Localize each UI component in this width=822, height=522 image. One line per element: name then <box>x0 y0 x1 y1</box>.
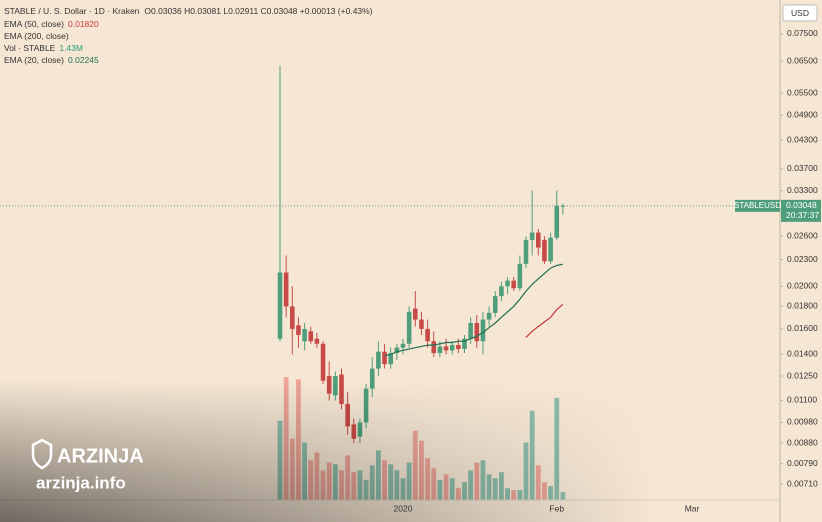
candle-body <box>486 312 492 320</box>
price-tag <box>781 199 821 222</box>
legend-volume: Vol · STABLE 1.43M <box>4 43 83 53</box>
candle-body <box>382 351 387 365</box>
legend-label: Vol · STABLE <box>4 43 56 53</box>
currency: USD <box>791 8 809 18</box>
candle-body <box>431 341 437 354</box>
countdown: 20:37:37 <box>786 210 819 220</box>
candle-body <box>413 308 418 320</box>
y-tick-label: 0.04300 <box>787 134 818 144</box>
y-tick-label: 0.01100 <box>787 395 817 405</box>
candle-body <box>400 343 406 348</box>
y-tick-label: 0.06500 <box>787 56 818 66</box>
y-tick-label: 0.00710 <box>787 478 818 488</box>
candle-body <box>290 306 295 329</box>
candle-body <box>480 319 486 342</box>
legend-ema200: EMA (200, close) <box>4 31 69 41</box>
candle-body <box>369 368 375 389</box>
candle-body <box>511 280 516 289</box>
candle-body <box>462 338 467 350</box>
y-tick-label: 0.01400 <box>787 349 818 359</box>
candle-body <box>437 346 443 354</box>
candle-body <box>456 345 461 350</box>
legend-label: EMA (20, close) <box>4 55 64 65</box>
candle-body <box>517 263 523 289</box>
candle-body <box>376 351 381 369</box>
candle-body <box>492 296 498 313</box>
y-tick-label: 0.00790 <box>787 458 818 468</box>
candle-body <box>536 232 541 248</box>
legend-value: 0.02245 <box>68 55 99 65</box>
y-tick-label: 0.02300 <box>787 254 818 264</box>
candle-body <box>468 323 473 339</box>
watermark-shade <box>0 380 822 522</box>
candle-body <box>296 325 301 335</box>
y-tick-label: 0.01600 <box>787 323 818 333</box>
x-tick-label: 2020 <box>394 503 413 513</box>
y-tick-label: 0.03700 <box>787 163 818 173</box>
candle-body <box>308 331 314 342</box>
y-tick-label: 0.07500 <box>787 28 818 38</box>
candle-body <box>388 353 393 365</box>
y-tick-label: 0.04900 <box>787 109 818 119</box>
candle-body <box>554 205 560 238</box>
candle-body <box>314 338 320 344</box>
candle-body <box>406 311 412 344</box>
header: STABLE / U. S. Dollar · 1D · Kraken O0.03… <box>4 6 373 16</box>
y-tick-label: 0.02000 <box>787 281 818 291</box>
candle-body <box>548 237 553 262</box>
ema-line <box>384 263 564 357</box>
y-tick-label: 0.01800 <box>787 301 818 311</box>
ema-line <box>525 303 564 338</box>
y-tick-label: 0.01250 <box>787 370 818 380</box>
candle-body <box>523 239 529 264</box>
x-tick-label: Feb <box>549 503 564 513</box>
candle-body <box>419 319 424 329</box>
candle-body <box>394 347 400 354</box>
candle-body <box>505 280 510 287</box>
candle-body <box>499 286 504 297</box>
currency-box[interactable] <box>782 4 818 22</box>
legend-ema50: EMA (50, close) 0.01820 <box>4 19 99 29</box>
watermark-brand: ARZINJA <box>57 445 144 467</box>
candle-body <box>474 323 480 342</box>
symbol-title: STABLE / U. S. Dollar · 1D · Kraken <box>4 6 140 16</box>
legend-label: EMA (200, close) <box>4 31 69 41</box>
candle-body <box>302 328 307 342</box>
candle-body <box>425 328 430 342</box>
candle-body <box>320 343 326 381</box>
candle-body <box>283 272 289 307</box>
legend-ema20: EMA (20, close) 0.02245 <box>4 55 99 65</box>
y-tick-label: 0.05500 <box>787 87 818 97</box>
symbol-tag-label: STABLEUSD <box>734 201 781 210</box>
candle-body <box>560 205 566 207</box>
x-tick-label: Mar <box>685 503 700 513</box>
legend-value: 1.43M <box>59 43 83 53</box>
legend-label: EMA (50, close) <box>4 19 64 29</box>
y-tick-label: 0.02600 <box>787 230 818 240</box>
symbol-tag <box>735 199 780 212</box>
price-tag-value: 0.03048 <box>786 200 817 210</box>
candle-body <box>277 272 283 339</box>
watermark: ARZINJA arzinja.info <box>31 438 144 492</box>
legend-value: 0.01820 <box>68 19 99 29</box>
watermark-site: arzinja.info <box>36 473 126 492</box>
ohlc: O0.03036 H0.03081 L0.02911 C0.03048 +0.0… <box>144 6 372 16</box>
y-tick-label: 0.00880 <box>787 437 818 447</box>
candle-body <box>443 346 449 351</box>
candle-body <box>529 232 535 240</box>
y-tick-label: 0.00980 <box>787 417 818 427</box>
watermark-logo <box>31 438 53 470</box>
candle-body <box>542 239 547 262</box>
candle-body <box>449 345 455 351</box>
y-tick-label: 0.03300 <box>787 185 818 195</box>
